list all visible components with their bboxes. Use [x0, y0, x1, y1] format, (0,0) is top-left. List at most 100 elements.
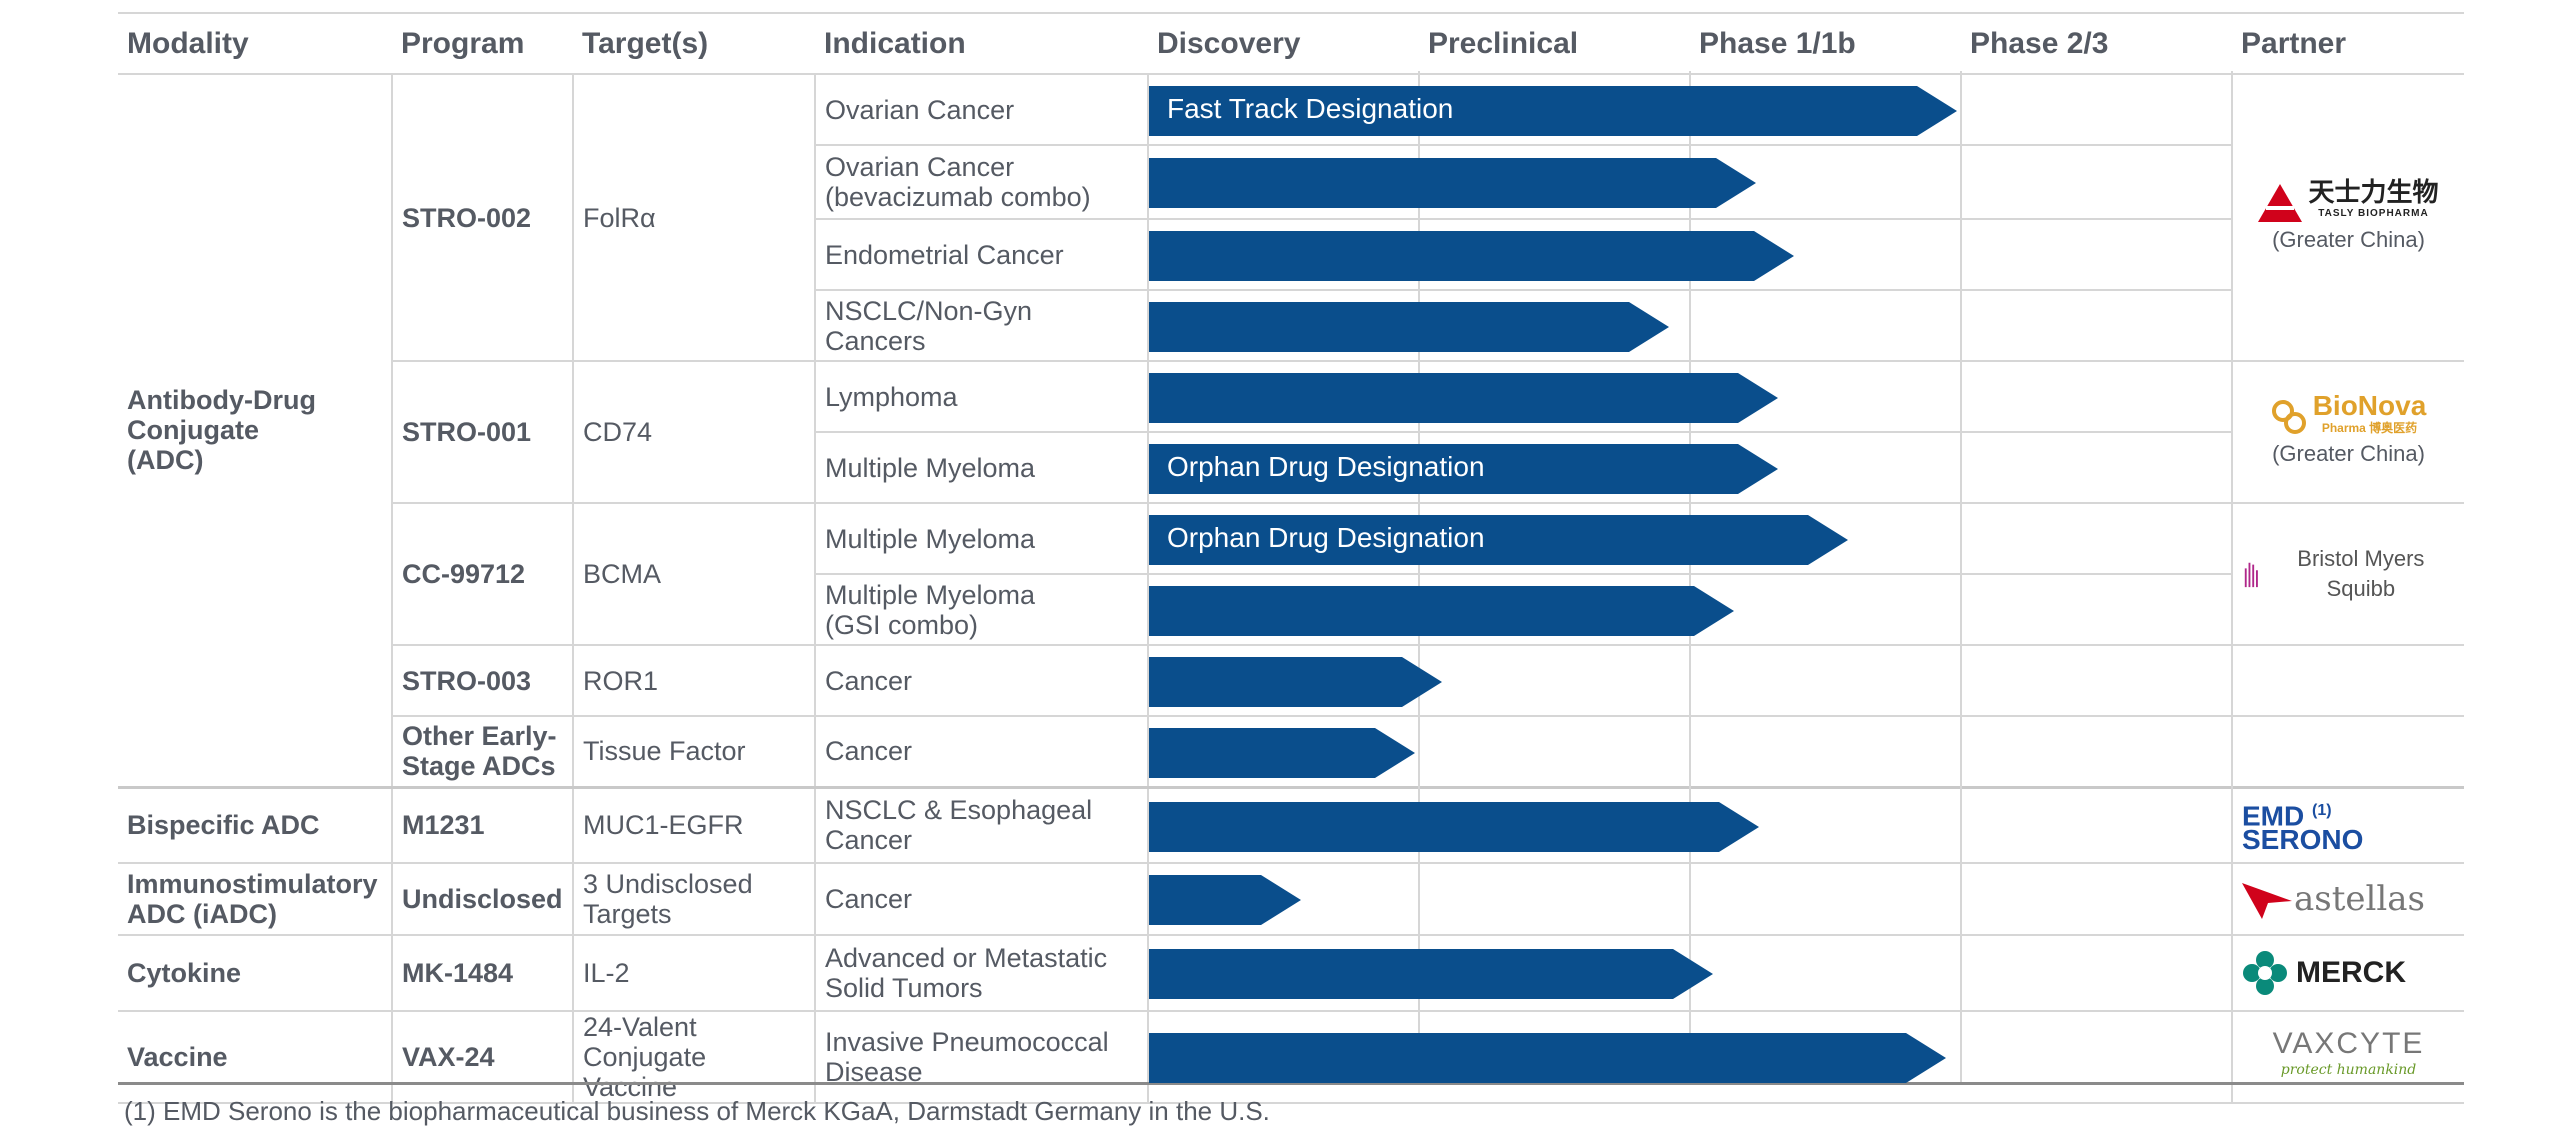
progress-bar — [1149, 728, 1415, 778]
header-targets: Target(s) — [573, 12, 815, 75]
indication-cell: Invasive Pneumococcal Disease — [814, 1010, 1148, 1104]
bar-arrow-tip — [1737, 373, 1778, 423]
indication-cell: Multiple Myeloma — [814, 502, 1148, 575]
progress-bar — [1149, 801, 1759, 852]
merck-logo: MERCK — [2242, 950, 2455, 996]
partner-cell-bionova: BioNova Pharma 博奥医药 (Greater China) — [2231, 360, 2464, 504]
bottom-rule — [118, 1082, 2464, 1085]
progress-bar — [1149, 875, 1301, 925]
astellas-name: astellas — [2294, 879, 2425, 919]
progress-bar: Orphan Drug Designation — [1149, 515, 1849, 565]
bar-cell: Orphan Drug Designation — [1147, 502, 2232, 575]
indication-cell: NSCLC/Non-Gyn Cancers — [814, 289, 1148, 362]
bar-cell: Orphan Drug Designation — [1147, 431, 2232, 504]
modality-label: Antibody-Drug Conjugate (ADC) — [127, 385, 316, 476]
vaxcyte-name: VAXCYTE — [2272, 1027, 2425, 1060]
target-line-1: 3 Undisclosed — [583, 869, 753, 899]
bionova-wordmark: BioNova Pharma 博奥医药 — [2271, 390, 2427, 439]
target-cell: BCMA — [572, 502, 815, 646]
stage-divider — [2231, 71, 2233, 1082]
program-cell: STRO-001 — [391, 360, 573, 504]
bar-cell — [1147, 218, 2232, 291]
progress-bar — [1149, 949, 1713, 999]
indication-line-2: Cancer — [825, 825, 913, 856]
merck-name: MERCK — [2296, 956, 2406, 989]
stage-divider — [1689, 71, 1691, 1082]
table-row: Antibody-Drug Conjugate (ADC) STRO-002 F… — [118, 73, 2464, 789]
indication-cell: Advanced or Metastatic Solid Tumors — [814, 934, 1148, 1012]
indication-line-1: Ovarian Cancer — [825, 152, 1015, 182]
bar-arrow-tip — [1716, 158, 1757, 208]
header-partner: Partner — [2232, 12, 2464, 75]
target-cell: FolRα — [572, 73, 815, 362]
target-cell: Tissue Factor — [572, 715, 815, 789]
bar-cell: Fast Track Designation — [1147, 73, 2232, 146]
table-row: Vaccine VAX-24 24-Valent Conjugate Vacci… — [118, 1010, 2464, 1104]
bionova-region: (Greater China) — [2272, 441, 2425, 466]
target-cell: ROR1 — [572, 644, 815, 717]
bms-hand-icon — [2244, 562, 2258, 588]
table-row: Cytokine MK-1484 IL-2 Advanced or Metast… — [118, 934, 2464, 1012]
header-phase1: Phase 1/1b — [1690, 12, 1961, 75]
table-row: STRO-003 ROR1 Cancer — [118, 644, 2464, 717]
table-row: Bispecific ADC M1231 MUC1-EGFR NSCLC & E… — [118, 786, 2464, 864]
tasly-mark-icon — [2258, 183, 2303, 222]
target-line-1: 24-Valent — [583, 1012, 697, 1042]
modality-cell: Bispecific ADC — [118, 786, 392, 864]
indication-line-1: NSCLC & Esophageal — [825, 795, 1093, 826]
vaxcyte-tagline: protect humankind — [2280, 1062, 2417, 1078]
tasly-logo: 天士力生物 TASLY BIOPHARMA (Greater China) — [2258, 179, 2439, 255]
emd-line-2: SERONO — [2242, 823, 2364, 855]
indication-line-1: Invasive Pneumococcal — [825, 1027, 1109, 1057]
stage-divider — [1418, 71, 1420, 1082]
target-cell: CD74 — [572, 360, 815, 504]
emd-footnote-ref: (1) — [2312, 801, 2332, 819]
tasly-region: (Greater China) — [2272, 226, 2425, 252]
footnote: (1) EMD Serono is the biopharmaceutical … — [124, 1096, 1270, 1126]
vaxcyte-logo: VAXCYTE protect humankind — [2242, 1027, 2455, 1083]
table-row: Endometrial Cancer — [118, 218, 2464, 291]
bms-logo: Bristol Myers Squibb — [2242, 544, 2455, 604]
astellas-logo: astellas — [2242, 879, 2455, 919]
bionova-name: BioNova — [2312, 390, 2427, 421]
emd-serono-logo: EMD (1) SERONO — [2242, 799, 2455, 855]
modality-line-2: ADC (iADC) — [127, 899, 277, 929]
progress-bar — [1149, 158, 1757, 208]
target-line-2: Conjugate Vaccine — [583, 1042, 707, 1102]
program-cell: STRO-002 — [391, 73, 573, 362]
partner-cell-empty — [2231, 715, 2464, 789]
merck-mark-icon — [2243, 951, 2287, 995]
modality-line-1: Immunostimulatory — [127, 869, 378, 899]
program-cell: CC-99712 — [391, 502, 573, 646]
header-program: Program — [392, 12, 573, 75]
header-phase2: Phase 2/3 — [1961, 12, 2232, 75]
indication-cell: Ovarian Cancer — [814, 73, 1148, 146]
target-cell: MUC1-EGFR — [572, 786, 815, 864]
tasly-name-en: TASLY BIOPHARMA — [2318, 207, 2429, 219]
indication-line-2: Solid Tumors — [825, 973, 983, 1003]
table-row: Multiple Myeloma (GSI combo) — [118, 573, 2464, 646]
partner-cell-emd: EMD (1) SERONO — [2231, 786, 2464, 864]
bar-arrow-tip — [1629, 302, 1670, 352]
progress-bar — [1149, 302, 1670, 352]
designation-label: Orphan Drug Designation — [1167, 522, 1485, 553]
bar-arrow-tip — [1374, 728, 1415, 778]
header-discovery: Discovery — [1148, 12, 1419, 75]
table-row: Multiple Myeloma Orphan Drug Designation — [118, 431, 2464, 504]
table-row: Other Early- Stage ADCs Tissue Factor Ca… — [118, 715, 2464, 789]
progress-bar — [1149, 231, 1794, 281]
program-cell: STRO-003 — [391, 644, 573, 717]
pipeline-table: Modality Program Target(s) Indication Di… — [118, 12, 2464, 1104]
indication-line-1: Multiple Myeloma — [825, 579, 1036, 610]
header-modality: Modality — [118, 12, 392, 75]
partner-cell-empty — [2231, 644, 2464, 717]
header-indication: Indication — [815, 12, 1148, 75]
indication-cell: Cancer — [814, 862, 1148, 936]
indication-line-2: (GSI combo) — [825, 609, 979, 640]
stage-divider — [1960, 71, 1962, 1082]
header-preclinical: Preclinical — [1419, 12, 1690, 75]
table-row: STRO-001 CD74 Lymphoma BioN — [118, 360, 2464, 504]
bionova-sub: Pharma 博奥医药 — [2321, 421, 2418, 435]
target-cell: IL-2 — [572, 934, 815, 1012]
